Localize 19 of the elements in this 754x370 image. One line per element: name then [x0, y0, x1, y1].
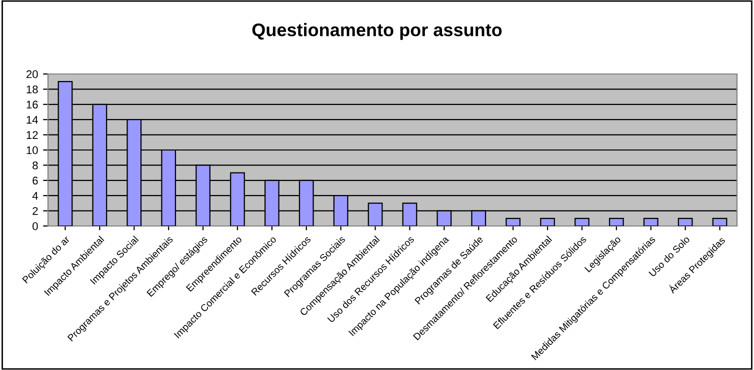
y-tick-label: 14: [26, 116, 38, 124]
bar: [678, 218, 693, 226]
bar: [540, 218, 555, 226]
y-tick-label: 6: [32, 176, 38, 185]
bar: [506, 218, 521, 226]
y-tick-label: 2: [32, 207, 38, 215]
y-tick-label: 16: [26, 100, 38, 109]
bar: [643, 218, 658, 226]
y-tick-label: 20: [26, 70, 38, 78]
y-tick-label: 8: [32, 161, 38, 170]
bar: [608, 218, 624, 226]
chart-title: Questionamento por assunto: [252, 23, 502, 40]
y-tick-label: 4: [32, 192, 38, 200]
y-tick-label: 18: [26, 85, 38, 94]
y-tick-label: 12: [26, 131, 38, 139]
bar: [712, 218, 728, 226]
bar: [574, 218, 590, 226]
y-tick-label: 0: [32, 222, 38, 230]
y-tick-label: 10: [26, 146, 38, 154]
